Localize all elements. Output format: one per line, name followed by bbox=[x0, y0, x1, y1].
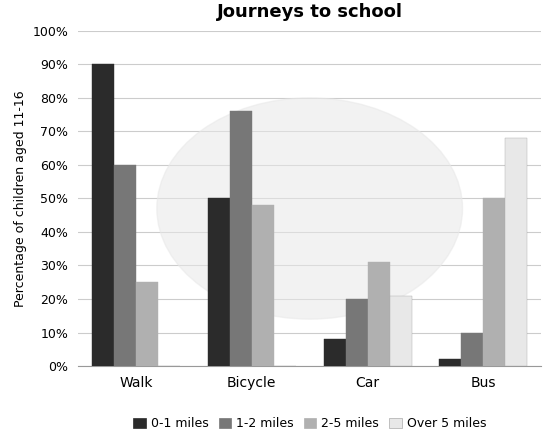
Bar bbox=[114, 165, 136, 366]
Bar bbox=[506, 138, 527, 366]
Bar bbox=[208, 198, 230, 366]
Bar bbox=[345, 299, 368, 366]
Y-axis label: Percentage of children aged 11-16: Percentage of children aged 11-16 bbox=[14, 90, 27, 307]
Bar bbox=[230, 111, 252, 366]
Legend: 0-1 miles, 1-2 miles, 2-5 miles, Over 5 miles: 0-1 miles, 1-2 miles, 2-5 miles, Over 5 … bbox=[128, 412, 491, 436]
Bar bbox=[483, 198, 506, 366]
Bar bbox=[252, 205, 274, 366]
Bar bbox=[389, 295, 412, 366]
Title: Journeys to school: Journeys to school bbox=[217, 3, 403, 21]
Bar bbox=[324, 339, 345, 366]
Bar bbox=[368, 262, 389, 366]
Bar bbox=[136, 282, 158, 366]
Bar bbox=[439, 359, 461, 366]
Bar bbox=[461, 333, 483, 366]
Circle shape bbox=[157, 98, 463, 319]
Bar bbox=[92, 64, 114, 366]
